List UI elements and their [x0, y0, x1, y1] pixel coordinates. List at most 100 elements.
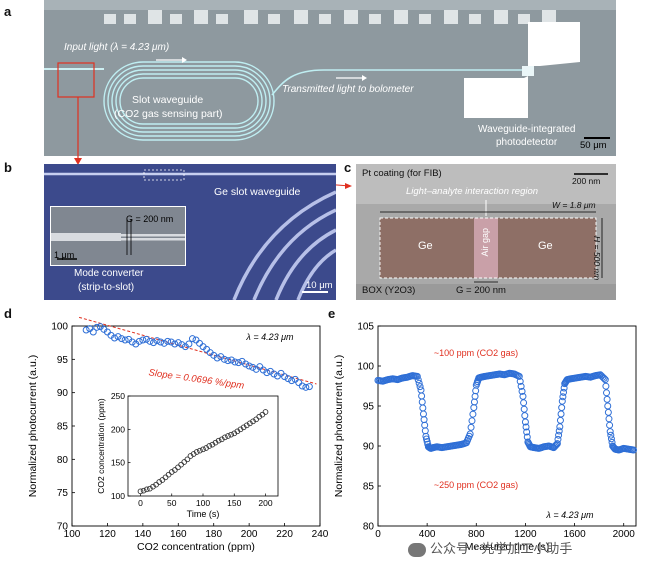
sensing-part-label: (CO2 gas sensing part)	[114, 108, 223, 120]
chart-e-point	[520, 405, 528, 413]
chart-e-ytick-label: 85	[363, 482, 375, 493]
chart-e-point	[470, 398, 478, 406]
chart-d-point	[263, 369, 271, 377]
chart-e-point	[554, 435, 562, 443]
chart-d-ytick-label: 100	[51, 322, 68, 333]
panel-label-d: d	[4, 306, 12, 321]
chart-e-xlabel: Measured time (s)	[465, 541, 550, 553]
chart-d-ytick-label: 95	[57, 355, 69, 366]
chart-e-point	[421, 427, 429, 435]
chart-e-point	[557, 410, 565, 418]
chart-d-point	[192, 336, 200, 344]
chart-d-point	[93, 323, 101, 331]
chart-e-point	[422, 432, 430, 440]
chart-d-inset-ytick-label: 250	[111, 391, 125, 401]
chart-d-xtick-label: 100	[64, 529, 81, 540]
chart-e-ytick-label: 95	[363, 402, 375, 413]
chart-e-annotation: λ = 4.23 μm	[545, 510, 594, 520]
panel-c-sem: Pt coating (for FIB) 200 nm Light–analyt…	[356, 164, 616, 300]
chart-e-point	[414, 376, 422, 384]
output-waveguide	[271, 69, 524, 96]
chart-e-point	[515, 372, 523, 380]
chart-d-point	[135, 337, 143, 345]
chart-d-point	[121, 336, 129, 344]
air-gap-label: Air gap	[480, 228, 490, 257]
chart-e-point	[471, 392, 479, 400]
panel-label-a: a	[4, 4, 12, 19]
chart-e-point	[470, 404, 478, 412]
scale-label-c: 200 nm	[572, 176, 601, 186]
chart-e-point	[599, 373, 607, 381]
chart-e-ytick-label: 100	[357, 362, 374, 373]
chart-d-xtick-label: 240	[312, 529, 329, 540]
chart-e-point	[602, 382, 610, 390]
chart-e-point	[466, 430, 474, 438]
chart-d-xtick-label: 180	[205, 529, 222, 540]
chart-d-point	[196, 339, 204, 347]
chart-d-inset-xtick-label: 200	[258, 498, 272, 508]
scale-label-b: 10 μm	[306, 280, 333, 291]
chart-d-inset-point	[206, 443, 213, 449]
chart-e-point	[522, 423, 530, 431]
chart-d-inset-xtick-label: 50	[167, 498, 177, 508]
chart-d-inset-point	[197, 447, 203, 454]
chart-d-inset-xlabel: Time (s)	[187, 509, 220, 519]
ge-right-label: Ge	[538, 240, 553, 252]
chart-d-point	[174, 339, 182, 347]
chart-e-xtick-label: 1200	[514, 529, 537, 540]
chart-d-inset-ylabel: CO2 concentration (ppm)	[96, 398, 106, 494]
chart-d-point	[185, 340, 193, 348]
chart-d-point	[249, 363, 257, 371]
scale-label-a: 50 μm	[580, 140, 607, 151]
chart-e-ytick-label: 105	[357, 322, 374, 333]
chart-d-inset-point	[193, 449, 200, 455]
detector-label-1: Waveguide-integrated	[478, 124, 576, 135]
detector-label-2: photodetector	[496, 137, 558, 148]
chart-d-inset-point	[200, 446, 206, 453]
chart-e-xtick-label: 1600	[563, 529, 586, 540]
inset-scale-label: 1 μm	[54, 250, 75, 260]
pt-coating-label: Pt coating (for FIB)	[362, 168, 442, 179]
chart-e-point	[606, 428, 614, 436]
chart-d-point	[157, 338, 165, 346]
ge-slot-label: Ge slot waveguide	[214, 186, 301, 198]
chart-e-ytick-label: 90	[363, 442, 375, 453]
air-gap-region	[474, 218, 498, 278]
chart-d-xtick-label: 140	[135, 529, 152, 540]
mode-converter-inset	[50, 206, 186, 266]
width-label: W = 1.8 μm	[552, 200, 596, 210]
chart-e-ylabel: Normalized photocurrent (a.u.)	[333, 355, 345, 497]
chart-d-point	[281, 373, 289, 381]
chart-e-point	[596, 371, 604, 379]
chart-e-point	[416, 383, 424, 391]
chart-d-inset-point	[262, 409, 269, 415]
chart-e-point	[516, 377, 524, 385]
chart-e-point	[605, 415, 613, 423]
chart-d-point	[291, 375, 299, 383]
slot-waveguide-label: Slot waveguide	[132, 94, 204, 106]
chart-e-point	[555, 427, 563, 435]
chart-d-inset-ytick-label: 200	[111, 424, 125, 434]
watermark: 公众号 · 光学加工小助手	[408, 538, 572, 557]
interaction-label: Light–analyte interaction region	[406, 186, 539, 197]
chart-d-inset-point	[184, 456, 191, 463]
panel-b-drawing	[44, 169, 336, 300]
box-label: BOX (Y2O3)	[362, 285, 416, 296]
chart-d-point	[284, 375, 292, 383]
chart-e-point	[556, 416, 564, 424]
chart-d-point	[231, 358, 239, 366]
chart-d: 100 120 140 160 180 200 220 240 70 75 80 85 90 95 100 C…	[27, 316, 329, 553]
chart-d-slope-label: Slope = 0.0696 %/ppm	[148, 367, 245, 391]
chart-e-point	[552, 442, 560, 450]
watermark-text: 公众号 · 光学加工小助手	[430, 542, 573, 557]
chart-d-ytick-label: 85	[57, 422, 69, 433]
chart-d-xtick-label: 160	[170, 529, 187, 540]
chart-e-point	[558, 404, 566, 412]
chart-d-point	[114, 333, 122, 341]
chart-d-annotation: λ = 4.23 μm	[245, 332, 294, 342]
chart-d-inset-ytick-label: 100	[111, 491, 125, 501]
chart-e-point	[606, 421, 614, 429]
chart-d-point	[302, 383, 310, 391]
chart-d-inset-xtick-label: 100	[196, 498, 210, 508]
chart-e-point	[417, 386, 425, 394]
